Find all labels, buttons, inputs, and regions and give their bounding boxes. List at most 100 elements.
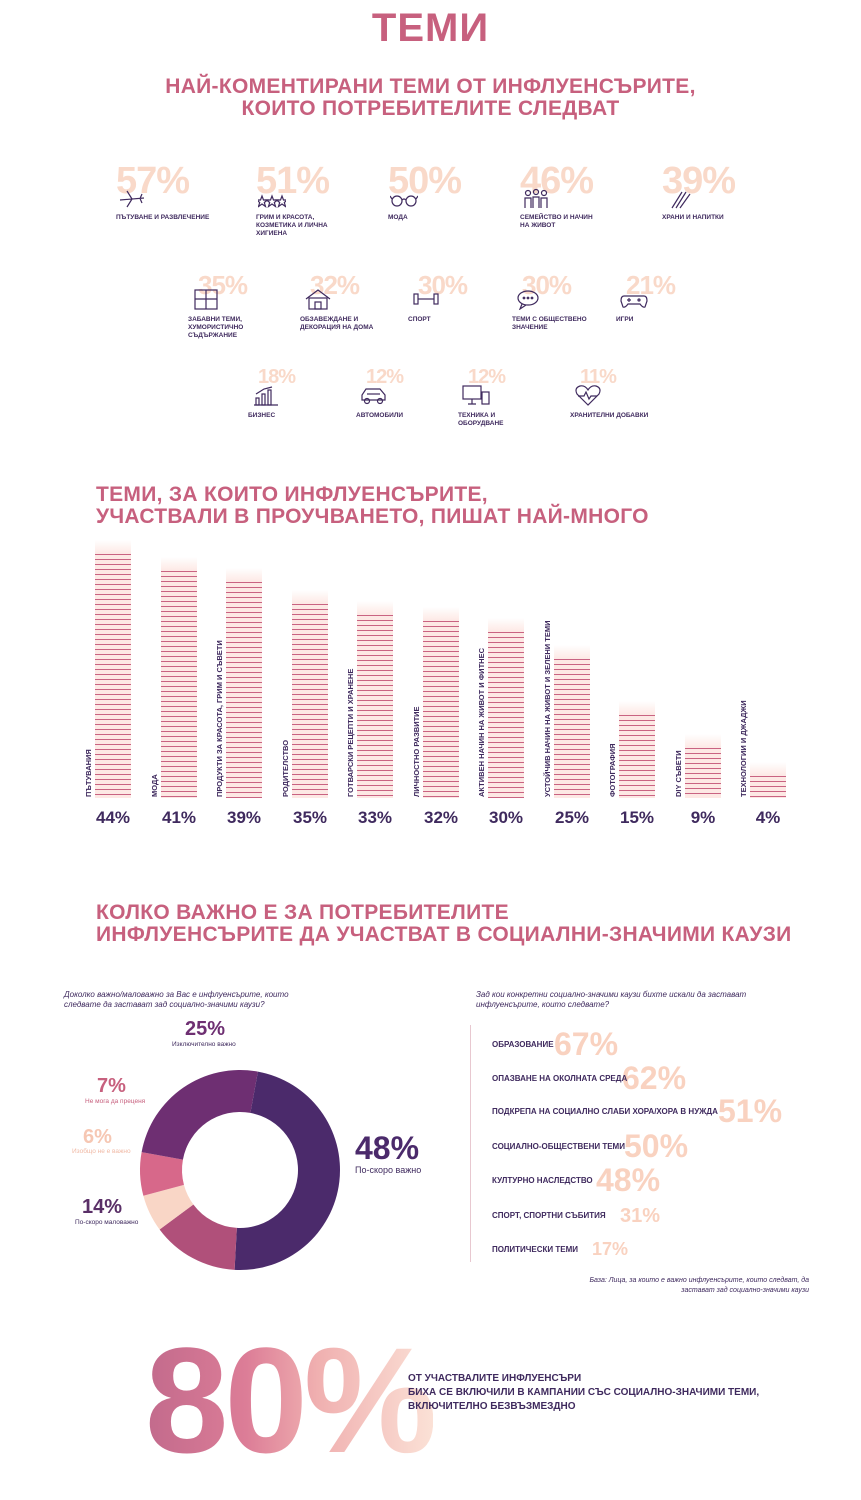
topic-label: ТЕМИ С ОБЩЕСТВЕНО ЗНАЧЕНИЕ bbox=[512, 316, 587, 331]
topic-label: СЕМЕЙСТВО И НАЧИН НА ЖИВОТ bbox=[520, 214, 593, 229]
topic-pct: 30% bbox=[522, 270, 572, 300]
bar-category-label: ТЕХНОЛОГИИ И ДЖАДЖИ bbox=[739, 700, 748, 797]
glasses-icon bbox=[389, 188, 419, 210]
topic-card: 30% ТЕМИ С ОБЩЕСТВЕНО ЗНАЧЕНИЕ bbox=[512, 270, 662, 350]
topic-pct: 30% bbox=[418, 270, 468, 300]
cause-pct: 31% bbox=[620, 1205, 661, 1227]
causes-divider bbox=[470, 1025, 471, 1262]
topic-pct: 32% bbox=[310, 270, 360, 300]
topic-pct: 51% bbox=[256, 160, 330, 202]
topic-card: 21% ИГРИ bbox=[616, 270, 766, 350]
section2-heading-line1: ТЕМИ, ЗА КОИТО ИНФЛУЕНСЪРИТЕ, bbox=[96, 483, 488, 506]
bar-top-fade bbox=[357, 601, 393, 615]
bar-value-label: 33% bbox=[357, 808, 393, 827]
cause-label: ПОДКРЕПА НА СОЦИАЛНО СЛАБИ ХОРА/ХОРА В Н… bbox=[492, 1107, 718, 1116]
section3-heading-line2: ИНФЛУЕНСЪРИТЕ ДА УЧАСТВАТ В СОЦИАЛНИ-ЗНА… bbox=[96, 923, 792, 946]
bar-value-label: 25% bbox=[554, 808, 590, 827]
bar-top-fade bbox=[95, 540, 131, 554]
plane-icon bbox=[118, 188, 146, 210]
donut-label-not-important: Изобщо не е важно bbox=[72, 1148, 131, 1155]
topic-label: МОДА bbox=[388, 214, 408, 221]
donut-label-rather-unimportant: По-скоро маловажно bbox=[75, 1219, 139, 1226]
bar bbox=[357, 615, 393, 798]
topic-pct: 12% bbox=[366, 366, 404, 388]
bar-top-fade bbox=[292, 590, 328, 604]
footer-text-line3: ВКЛЮЧИТЕЛНО БЕЗВЪЗМЕЗДНО bbox=[408, 1401, 576, 1412]
topic-pct: 46% bbox=[520, 160, 594, 202]
bar bbox=[488, 632, 524, 798]
donut-pct-rather-important: 48% bbox=[355, 1130, 420, 1166]
topic-label: ОБЗАВЕЖДАНЕ И ДЕКОРАЦИЯ НА ДОМА bbox=[300, 316, 374, 331]
donut-pct-very-important: 25% bbox=[185, 1018, 226, 1040]
bar bbox=[750, 776, 786, 798]
footer-text-line2: БИХА СЕ ВКЛЮЧИЛИ В КАМПАНИИ СЪС СОЦИАЛНО… bbox=[408, 1387, 760, 1398]
topic-label: БИЗНЕС bbox=[248, 412, 276, 419]
cause-label: ОБРАЗОВАНИЕ bbox=[492, 1040, 554, 1049]
food-icon bbox=[664, 188, 692, 210]
bar-category-label: МОДА bbox=[150, 774, 159, 797]
topic-card: 46% СЕМЕЙСТВО И НАЧИН НА ЖИВОТ bbox=[520, 160, 670, 240]
footer-text-line1: ОТ УЧАСТВАЛИТЕ ИНФЛУЕНСЪРИ bbox=[408, 1373, 582, 1384]
gamepad-icon bbox=[620, 288, 648, 310]
section1-heading: НАЙ-КОМЕНТИРАНИ ТЕМИ ОТ ИНФЛУЕНСЪРИТЕ, К… bbox=[0, 76, 861, 120]
topic-pct: 50% bbox=[388, 160, 462, 202]
topic-label: СПОРТ bbox=[408, 316, 431, 323]
bar-top-fade bbox=[488, 618, 524, 632]
footer-text: ОТ УЧАСТВАЛИТЕ ИНФЛУЕНСЪРИ БИХА СЕ ВКЛЮЧ… bbox=[408, 1372, 759, 1414]
growth-chart-icon bbox=[252, 384, 280, 406]
bar-value-label: 41% bbox=[161, 808, 197, 827]
topic-label: ИГРИ bbox=[616, 316, 634, 323]
bar-category-label: АКТИВЕН НАЧИН НА ЖИВОТ И ФИТНЕС bbox=[477, 648, 486, 797]
big-80-percent: 80% bbox=[145, 1316, 437, 1484]
topic-card: 51% ГРИМ И КРАСОТА, КОЗМЕТИКА И ЛИЧНА ХИГ… bbox=[254, 160, 406, 240]
bar bbox=[95, 554, 131, 798]
bar-value-label: 15% bbox=[619, 808, 655, 827]
cause-pct: 48% bbox=[596, 1162, 661, 1198]
cause-label: СПОРТ, СПОРТНИ СЪБИТИЯ bbox=[492, 1211, 606, 1220]
bar-top-fade bbox=[685, 734, 721, 748]
topic-pct: 21% bbox=[626, 270, 676, 300]
bar-value-label: 44% bbox=[95, 808, 131, 827]
bar bbox=[161, 571, 197, 798]
causes-question: Зад кои конкретни социално-значими каузи… bbox=[476, 990, 747, 1009]
section2-heading-line2: УЧАСТВАЛИ В ПРОУЧВАНЕТО, ПИШАТ НАЙ-МНОГО bbox=[96, 505, 649, 528]
topic-pct: 57% bbox=[116, 160, 190, 202]
donut-label-very-important: Изключително важно bbox=[172, 1041, 236, 1048]
bar bbox=[292, 604, 328, 798]
donut-question: Доколко важно/маловажно за Вас е инфлуен… bbox=[64, 990, 289, 1009]
bar-top-fade bbox=[423, 607, 459, 621]
topic-card: 18% БИЗНЕС bbox=[248, 366, 398, 446]
chat-icon bbox=[516, 288, 544, 311]
bar bbox=[619, 715, 655, 798]
cause-pct: 50% bbox=[624, 1128, 689, 1164]
topic-pct: 11% bbox=[580, 366, 617, 388]
section3-heading: КОЛКО ВАЖНО Е ЗА ПОТРЕБИТЕЛИТЕ ИНФЛУЕНСЪ… bbox=[96, 902, 792, 946]
bar bbox=[685, 748, 721, 798]
bar-value-label: 39% bbox=[226, 808, 262, 827]
cause-pct: 51% bbox=[718, 1093, 783, 1129]
topic-pct: 39% bbox=[662, 160, 736, 202]
bar bbox=[423, 621, 459, 798]
donut-label-rather-important: По-скоро важно bbox=[355, 1165, 422, 1175]
donut-slice bbox=[234, 1071, 340, 1270]
donut-slice bbox=[159, 1204, 237, 1270]
cause-pct: 17% bbox=[592, 1239, 629, 1259]
topic-card: 32% ОБЗАВЕЖДАНЕ И ДЕКОРАЦИЯ НА ДОМА bbox=[300, 270, 450, 350]
topic-label: ПЪТУВАНЕ И РАЗВЛЕЧЕНИЕ bbox=[116, 214, 210, 221]
cause-pct: 67% bbox=[554, 1026, 619, 1062]
base-note-line1: База: Лица, за които е важно инфлуенсъри… bbox=[589, 1277, 810, 1284]
donut-pct-rather-unimportant: 14% bbox=[82, 1196, 123, 1218]
donut-slice bbox=[141, 1070, 258, 1160]
topic-card: 35% ЗАБАВНИ ТЕМИ, ХУМОРИСТИЧНО СЪДЪРЖАНИЕ bbox=[188, 270, 338, 350]
car-icon bbox=[360, 384, 388, 406]
dumbbell-icon bbox=[412, 288, 440, 310]
bar-top-fade bbox=[750, 762, 786, 776]
bar-top-fade bbox=[226, 568, 262, 582]
base-note-line2: застават зад социално-значими каузи bbox=[681, 1287, 809, 1294]
topic-card: 50% МОДА bbox=[388, 160, 538, 240]
donut-pct-cant-say: 7% bbox=[97, 1075, 126, 1097]
topic-label: ЗАБАВНИ ТЕМИ, ХУМОРИСТИЧНО СЪДЪРЖАНИЕ bbox=[188, 316, 244, 339]
bar-category-label: DIY СЪВЕТИ bbox=[674, 750, 683, 797]
devices-icon bbox=[462, 384, 490, 406]
bar-top-fade bbox=[161, 557, 197, 571]
